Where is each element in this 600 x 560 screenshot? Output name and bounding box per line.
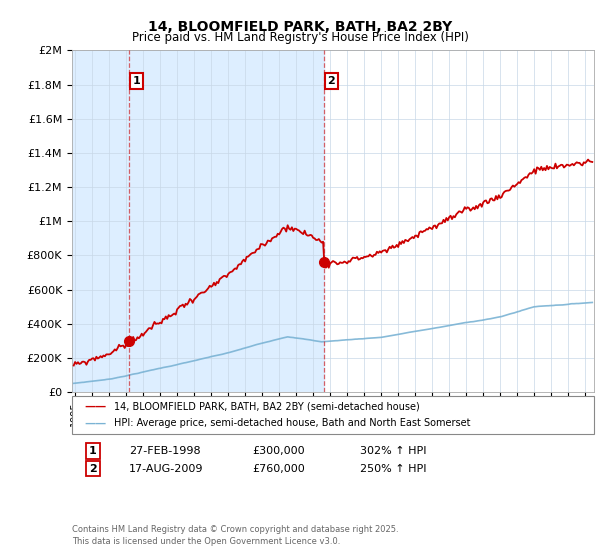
Text: 302% ↑ HPI: 302% ↑ HPI xyxy=(360,446,427,456)
Text: 2: 2 xyxy=(328,76,335,86)
Bar xyxy=(72,50,324,392)
Text: ——: —— xyxy=(84,418,106,428)
Text: 2: 2 xyxy=(89,464,97,474)
Text: Price paid vs. HM Land Registry's House Price Index (HPI): Price paid vs. HM Land Registry's House … xyxy=(131,31,469,44)
Text: 14, BLOOMFIELD PARK, BATH, BA2 2BY: 14, BLOOMFIELD PARK, BATH, BA2 2BY xyxy=(148,20,452,34)
Text: 14, BLOOMFIELD PARK, BATH, BA2 2BY (semi-detached house): 14, BLOOMFIELD PARK, BATH, BA2 2BY (semi… xyxy=(114,402,420,412)
Text: £760,000: £760,000 xyxy=(252,464,305,474)
Text: HPI: Average price, semi-detached house, Bath and North East Somerset: HPI: Average price, semi-detached house,… xyxy=(114,418,470,428)
Text: ——: —— xyxy=(84,402,106,412)
Text: 1: 1 xyxy=(133,76,140,86)
Text: 250% ↑ HPI: 250% ↑ HPI xyxy=(360,464,427,474)
Text: 17-AUG-2009: 17-AUG-2009 xyxy=(129,464,203,474)
Text: £300,000: £300,000 xyxy=(252,446,305,456)
Text: 1: 1 xyxy=(89,446,97,456)
Text: 27-FEB-1998: 27-FEB-1998 xyxy=(129,446,200,456)
Text: Contains HM Land Registry data © Crown copyright and database right 2025.
This d: Contains HM Land Registry data © Crown c… xyxy=(72,525,398,546)
